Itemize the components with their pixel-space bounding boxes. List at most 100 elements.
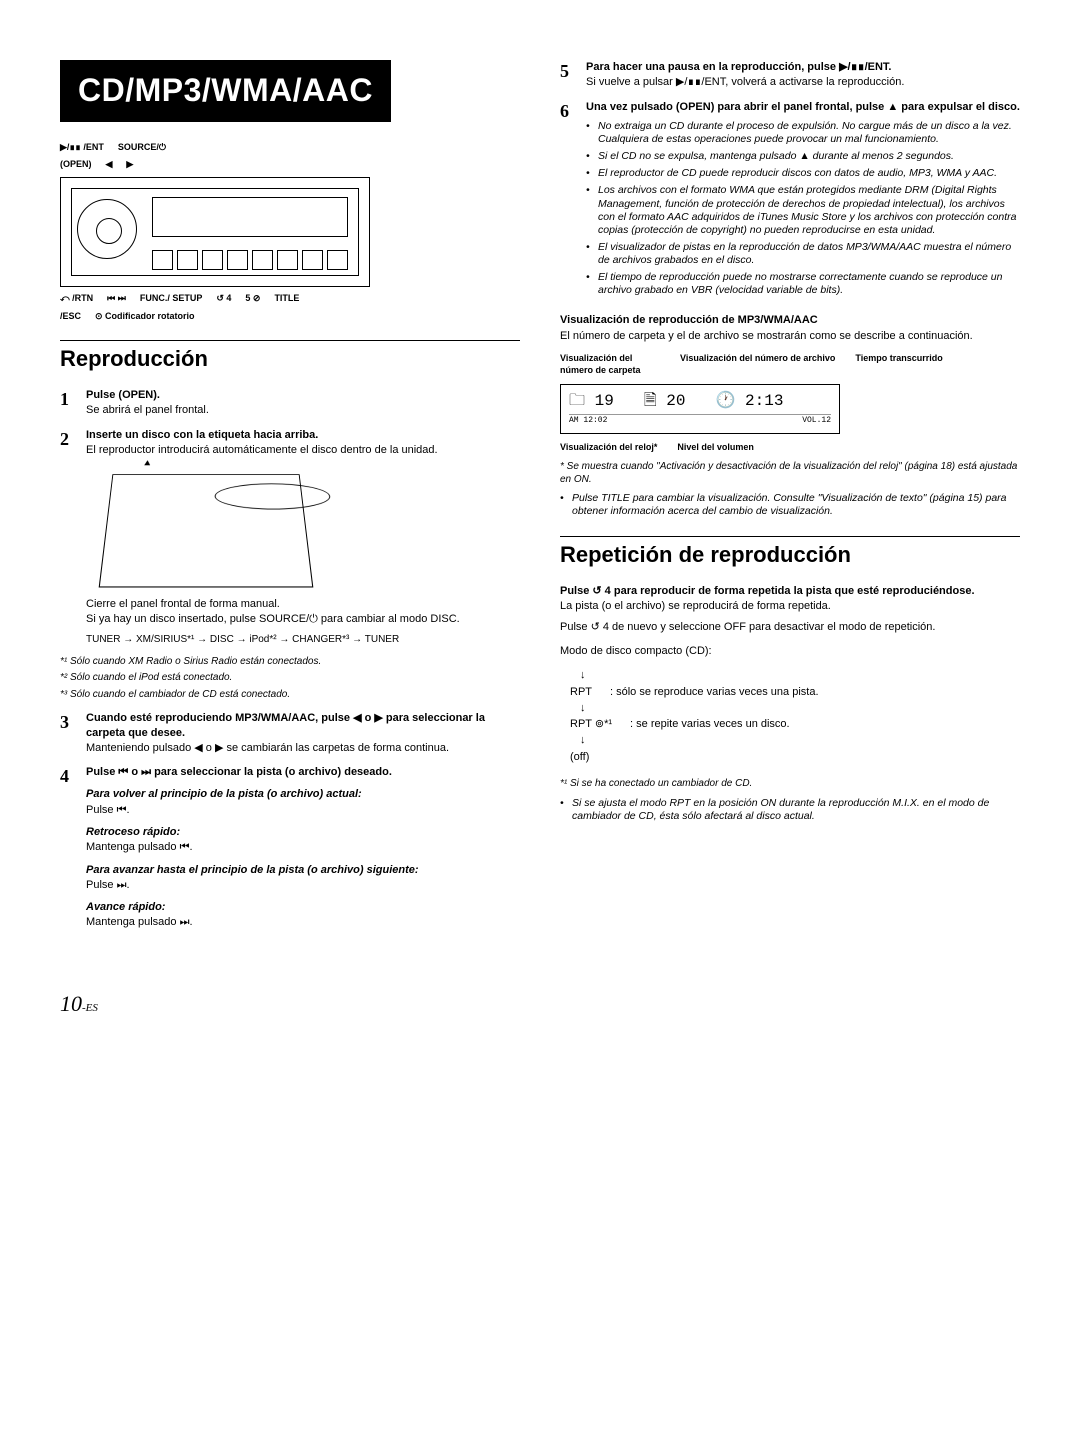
sub-text: Mantenga pulsado ⏭. — [86, 915, 520, 929]
bullet: No extraiga un CD durante el proceso de … — [586, 120, 1020, 146]
rpt-label: RPT — [570, 685, 592, 699]
title-text: CD/MP3/WMA/AAC — [78, 70, 373, 112]
rpt-text: : se repite varias veces un disco. — [630, 717, 790, 731]
sub-heading: Para volver al principio de la pista (o … — [86, 787, 520, 801]
step-text: El reproductor introducirá automáticamen… — [86, 443, 520, 457]
label: Visualización del número de carpeta — [560, 353, 660, 376]
label: 5 ⊘ — [245, 293, 260, 305]
repeticion-heading: Repetición de reproducción — [560, 536, 1020, 570]
folder-display: 🗀 19 — [569, 391, 614, 412]
label: ▶/∎∎ /ENT — [60, 142, 104, 154]
source-chain: TUNER → XM/SIRIUS*¹ → DISC → iPod*² → CH… — [86, 633, 520, 646]
sub-text: Pulse ⏭. — [86, 878, 520, 892]
label: Visualización del reloj* — [560, 442, 657, 454]
source-text: Si ya hay un disco insertado, pulse SOUR… — [86, 612, 520, 626]
repeticion-text2: Pulse ↺ 4 de nuevo y seleccione OFF para… — [560, 620, 1020, 634]
step-title: Cuando esté reproduciendo MP3/WMA/AAC, p… — [86, 711, 520, 740]
sub-heading: Para avanzar hasta el principio de la pi… — [86, 863, 520, 877]
main-title: CD/MP3/WMA/AAC — [60, 60, 391, 122]
page-number: 10-ES — [60, 990, 1020, 1019]
bullet: El visualizador de pistas en la reproduc… — [586, 241, 1020, 267]
repeat-diagram: ↓ RPT : sólo se reproduce varias veces u… — [570, 668, 1020, 764]
label: Visualización del número de archivo — [680, 353, 835, 376]
step-4: 4 Pulse ⏮ o ⏭ para seleccionar la pista … — [60, 765, 520, 930]
step-title: Para hacer una pausa en la reproducción,… — [586, 60, 1020, 74]
step-number: 2 — [60, 428, 76, 646]
sub-text: Mantenga pulsado ⏮. — [86, 840, 520, 854]
label: ⤺ /RTN — [60, 293, 93, 305]
visualizacion-heading: Visualización de reproducción de MP3/WMA… — [560, 313, 1020, 327]
label: ↺ 4 — [216, 293, 231, 305]
mode-label: Modo de disco compacto (CD): — [560, 644, 1020, 658]
sub-heading: Avance rápido: — [86, 900, 520, 914]
step-text: Si vuelve a pulsar ▶/∎∎/ENT, volverá a a… — [586, 75, 1020, 89]
footnote-1: *¹ Sólo cuando XM Radio o Sirius Radio e… — [60, 656, 520, 669]
step-number: 5 — [560, 60, 576, 90]
step-number: 1 — [60, 388, 76, 418]
label: (OPEN) — [60, 159, 92, 171]
step-1: 1 Pulse (OPEN). Se abrirá el panel front… — [60, 388, 520, 418]
step-title: Pulse (OPEN). — [86, 388, 520, 402]
step-3: 3 Cuando esté reproduciendo MP3/WMA/AAC,… — [60, 711, 520, 755]
label: ▶ — [126, 159, 133, 171]
bullet: El tiempo de reproducción puede no mostr… — [586, 271, 1020, 297]
step-title: Una vez pulsado (OPEN) para abrir el pan… — [586, 100, 1020, 114]
diagram-bottom-labels: /ESC ⊙ Codificador rotatorio — [60, 311, 520, 323]
label: ⏮ ⏭ — [107, 293, 126, 305]
time-display: 🕐 2:13 — [715, 391, 783, 412]
bullet: Pulse TITLE para cambiar la visualizació… — [560, 492, 1020, 518]
step-number: 4 — [60, 765, 76, 930]
arrow-icon: ↓ — [580, 668, 1020, 682]
display-screen: 🗀 19 🗎 20 🕐 2:13 AM 12:02 VOL.12 — [560, 384, 840, 433]
label: Nivel del volumen — [677, 442, 754, 454]
label: ◀ — [106, 159, 113, 171]
sub-text: Pulse ⏮. — [86, 803, 520, 817]
step-5: 5 Para hacer una pausa en la reproducció… — [560, 60, 1020, 90]
label: TITLE — [274, 293, 299, 305]
step-6: 6 Una vez pulsado (OPEN) para abrir el p… — [560, 100, 1020, 302]
bullet: Los archivos con el formato WMA que está… — [586, 184, 1020, 237]
close-panel-text: Cierre el panel frontal de forma manual. — [86, 597, 520, 611]
label: /ESC — [60, 311, 81, 323]
diagram-bottom-labels: ⤺ /RTN ⏮ ⏭ FUNC./ SETUP ↺ 4 5 ⊘ TITLE — [60, 293, 520, 305]
step-title: Pulse ⏮ o ⏭ para seleccionar la pista (o… — [86, 765, 520, 779]
head-unit-diagram — [60, 177, 370, 287]
step6-bullets: No extraiga un CD durante el proceso de … — [586, 120, 1020, 298]
step-text: Se abrirá el panel frontal. — [86, 403, 520, 417]
diagram-top-labels: ▶/∎∎ /ENT SOURCE/⏻ — [60, 142, 520, 154]
label: SOURCE/⏻ — [118, 142, 166, 154]
step-text: Manteniendo pulsado ◀ o ▶ se cambiarán l… — [86, 741, 520, 755]
arrow-icon: ↓ — [580, 733, 1020, 747]
display-labels-top: Visualización del número de carpeta Visu… — [560, 353, 1020, 376]
rpt-bullets: Si se ajusta el modo RPT en la posición … — [560, 797, 1020, 823]
off-label: (off) — [570, 750, 589, 764]
step-number: 6 — [560, 100, 576, 302]
clock-display: AM 12:02 — [569, 416, 607, 426]
vis-footnote: * Se muestra cuando "Activación y desact… — [560, 461, 1020, 486]
display-labels-bottom: Visualización del reloj* Nivel del volum… — [560, 442, 1020, 454]
rpt-text: : sólo se reproduce varias veces una pis… — [610, 685, 819, 699]
step-title: Inserte un disco con la etiqueta hacia a… — [86, 428, 520, 442]
step-2: 2 Inserte un disco con la etiqueta hacia… — [60, 428, 520, 646]
repeticion-text: La pista (o el archivo) se reproducirá d… — [560, 599, 1020, 613]
footnote-3: *³ Sólo cuando el cambiador de CD está c… — [60, 689, 520, 702]
eject-icon: ▲ — [142, 457, 153, 468]
repeticion-step-title: Pulse ↺ 4 para reproducir de forma repet… — [560, 584, 1020, 598]
volume-display: VOL.12 — [802, 416, 831, 426]
bullet: Si se ajusta el modo RPT en la posición … — [560, 797, 1020, 823]
vis-bullets: Pulse TITLE para cambiar la visualizació… — [560, 492, 1020, 518]
file-display: 🗎 20 — [644, 391, 686, 412]
sub-heading: Retroceso rápido: — [86, 825, 520, 839]
rpt-label: RPT ⊚*¹ — [570, 717, 612, 731]
disc-insert-diagram: ▲ — [99, 474, 314, 587]
label: FUNC./ SETUP — [140, 293, 203, 305]
footnote-2: *² Sólo cuando el iPod está conectado. — [60, 672, 520, 685]
reproduccion-heading: Reproducción — [60, 340, 520, 374]
diagram-top-labels: (OPEN) ◀ ▶ — [60, 159, 520, 171]
bullet: Si el CD no se expulsa, mantenga pulsado… — [586, 150, 1020, 163]
visualizacion-text: El número de carpeta y el de archivo se … — [560, 329, 1020, 343]
arrow-icon: ↓ — [580, 701, 1020, 715]
rpt-footnote: *¹ Si se ha conectado un cambiador de CD… — [560, 778, 1020, 791]
label: ⊙ Codificador rotatorio — [95, 311, 195, 323]
step-number: 3 — [60, 711, 76, 755]
